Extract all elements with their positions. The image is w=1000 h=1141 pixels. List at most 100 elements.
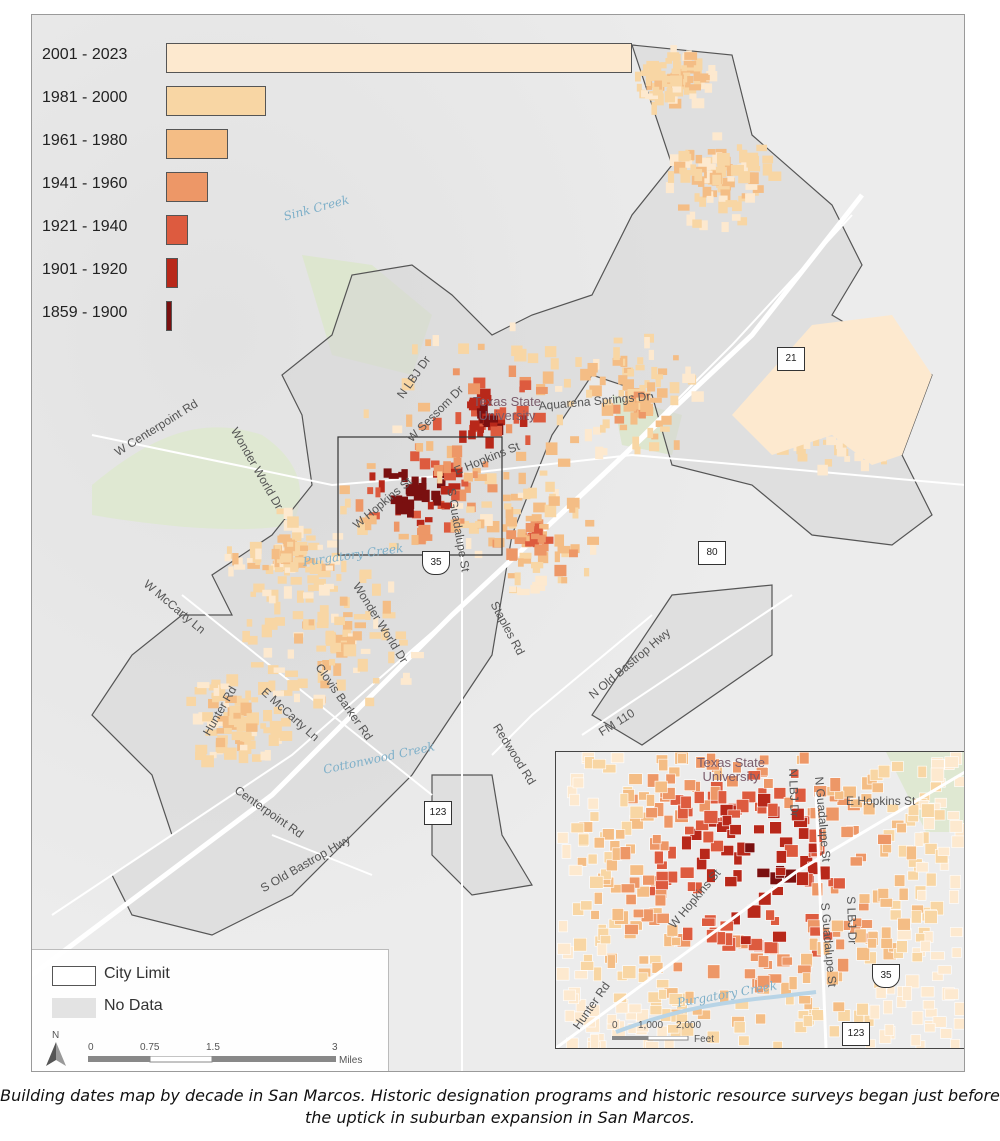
inset-parcel <box>602 828 615 841</box>
parcel <box>756 144 767 152</box>
parcel <box>589 385 602 397</box>
parcel <box>354 622 366 629</box>
inset-parcel <box>783 796 794 809</box>
parcel <box>502 494 511 502</box>
map-frame[interactable]: 2001 - 2023 1981 - 2000 1961 - 1980 1941 - … <box>31 14 965 1072</box>
parcel <box>563 378 571 388</box>
parcel <box>201 755 214 768</box>
parcel <box>824 459 833 467</box>
inset-parcel <box>781 956 793 966</box>
parcel <box>640 70 652 76</box>
inset-parcel <box>738 1035 750 1046</box>
inset-road-label: E Hopkins St <box>846 794 916 808</box>
parcel <box>296 590 304 603</box>
parcel <box>554 534 565 547</box>
parcel <box>587 362 598 373</box>
parcel <box>232 553 239 566</box>
parcel <box>681 155 693 168</box>
parcel <box>432 495 442 506</box>
parcel <box>287 516 299 528</box>
inset-parcel <box>589 875 604 889</box>
parcel <box>224 723 232 734</box>
inset-parcel <box>717 790 728 805</box>
parcel <box>513 412 520 424</box>
parcel <box>647 382 656 392</box>
parcel <box>566 497 580 509</box>
parcel <box>692 219 702 228</box>
inset-parcel <box>920 986 935 998</box>
parcel <box>708 65 716 75</box>
parcel <box>516 405 529 417</box>
parcel <box>454 489 467 502</box>
parcel <box>508 365 517 377</box>
parcel <box>836 447 847 457</box>
parcel <box>392 425 403 434</box>
inset-parcel <box>915 862 929 873</box>
parcel <box>302 592 314 599</box>
downtown-inset-map[interactable]: Texas State University N LBJ Dr N Guadal… <box>555 751 964 1049</box>
parcel <box>340 506 347 515</box>
parcel <box>718 200 728 214</box>
parcel <box>707 149 716 155</box>
parcel <box>627 368 635 377</box>
inset-parcel <box>593 837 605 849</box>
parcel <box>569 505 576 513</box>
parcel <box>587 536 600 545</box>
parcel <box>717 168 727 177</box>
parcel <box>494 537 505 548</box>
parcel <box>603 399 612 406</box>
parcel <box>295 551 307 558</box>
inset-parcel <box>922 1000 935 1010</box>
parcel <box>826 436 837 446</box>
parcel <box>366 463 376 469</box>
parcel <box>334 616 345 626</box>
parcel <box>294 633 304 644</box>
parcel <box>652 86 660 96</box>
inset-parcel <box>568 864 583 876</box>
inset-parcel <box>636 885 650 898</box>
inset-scale-tick: 2,000 <box>676 1020 702 1031</box>
parcel <box>695 154 703 164</box>
parcel <box>268 680 276 692</box>
parcel <box>258 681 269 695</box>
inset-parcel <box>707 964 721 979</box>
parcel <box>382 600 391 614</box>
parcel <box>699 220 708 231</box>
parcel <box>262 589 272 597</box>
parcel <box>416 443 424 452</box>
parcel <box>388 581 395 593</box>
inset-parcel <box>937 965 952 975</box>
legend-label: 1859 - 1900 <box>42 304 128 321</box>
parcel <box>246 619 253 627</box>
parcel <box>648 68 659 82</box>
parcel <box>487 484 498 493</box>
parcel <box>468 430 476 440</box>
inset-parcel <box>606 1014 617 1025</box>
parcel <box>680 170 691 183</box>
parcel <box>506 530 517 540</box>
parcel <box>290 562 299 572</box>
inset-parcel <box>796 871 809 886</box>
inset-parcel <box>907 870 919 881</box>
inset-parcel <box>600 868 612 880</box>
legend-city-limit: City Limit <box>52 964 352 988</box>
parcel <box>318 584 330 596</box>
inset-parcel <box>588 1004 601 1017</box>
parcel <box>689 84 701 91</box>
parcel <box>593 426 602 435</box>
parcel <box>339 485 350 495</box>
parcel <box>505 424 513 434</box>
parcel <box>583 567 590 577</box>
parcel <box>485 436 494 449</box>
parcel <box>645 93 659 100</box>
inset-parcel <box>628 1003 642 1014</box>
parcel <box>544 346 557 358</box>
parcel <box>322 659 331 671</box>
parcel <box>250 662 264 668</box>
parcel <box>655 420 663 427</box>
parcel <box>411 535 419 545</box>
parcel <box>284 567 296 573</box>
north-letter: N <box>52 1030 60 1041</box>
inset-parcel <box>930 951 945 961</box>
parcel <box>287 541 294 547</box>
